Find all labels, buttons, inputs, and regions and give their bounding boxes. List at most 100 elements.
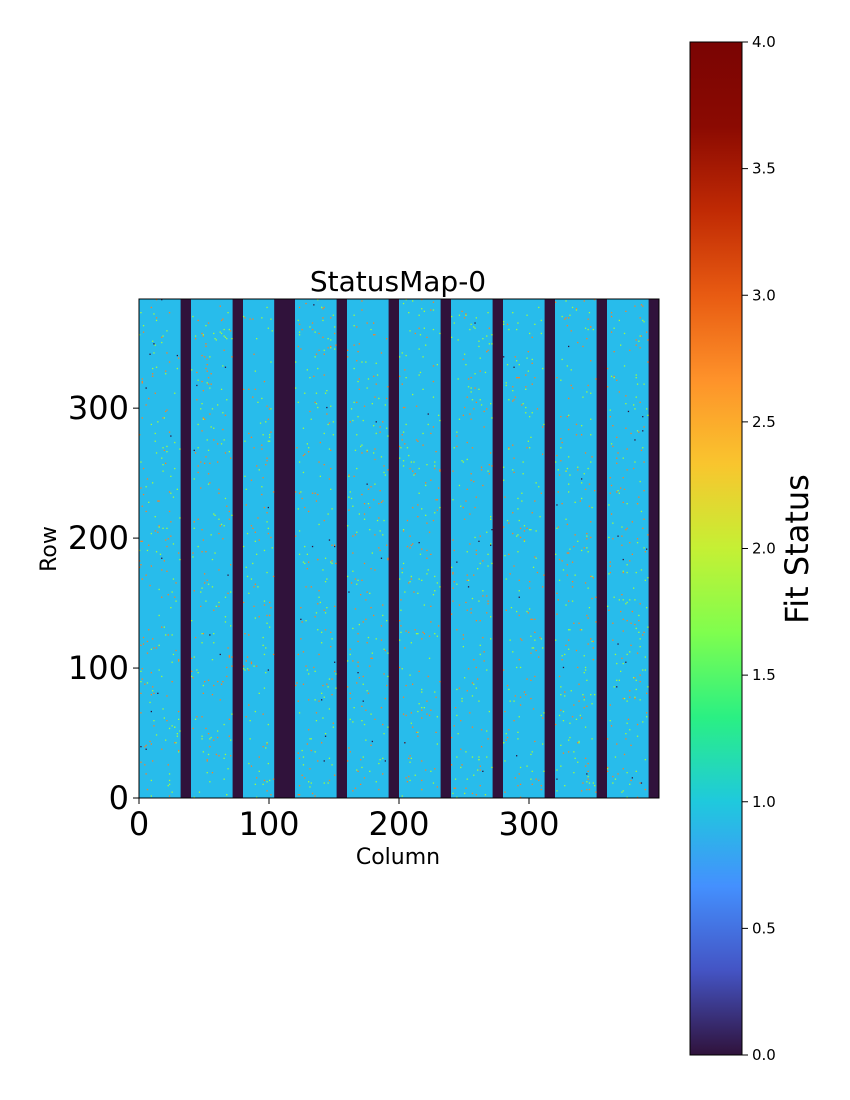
- status-cell: [370, 568, 372, 570]
- status-cell: [436, 509, 438, 511]
- status-cell: [583, 655, 585, 657]
- status-cell: [529, 447, 531, 449]
- status-cell: [178, 751, 180, 753]
- status-cell: [202, 418, 204, 420]
- status-cell: [258, 616, 260, 618]
- status-cell: [519, 527, 522, 529]
- status-cell: [150, 743, 152, 745]
- status-cell: [215, 605, 217, 607]
- status-cell: [194, 452, 197, 454]
- status-cell: [626, 653, 628, 656]
- status-cell: [634, 305, 636, 307]
- status-cell: [254, 710, 256, 713]
- status-cell: [347, 760, 349, 762]
- status-cell: [509, 700, 511, 702]
- status-cell: [155, 452, 158, 454]
- status-cell: [518, 590, 520, 592]
- status-cell: [579, 714, 581, 717]
- status-cell: [609, 704, 611, 706]
- status-cell: [633, 404, 635, 406]
- status-cell: [202, 633, 204, 635]
- status-cell: [514, 356, 516, 358]
- status-cell: [140, 312, 142, 314]
- status-cell: [205, 343, 207, 345]
- status-cell: [534, 377, 536, 379]
- status-cell: [487, 470, 489, 472]
- status-cell: [214, 514, 216, 516]
- status-cell: [503, 669, 505, 671]
- status-cell: [505, 739, 507, 741]
- masked-column-6: [492, 299, 503, 798]
- status-cell: [144, 746, 146, 748]
- status-cell: [562, 710, 565, 713]
- status-cell: [402, 713, 405, 715]
- status-cell: [224, 414, 227, 416]
- status-cell: [568, 456, 570, 458]
- status-cell: [270, 536, 272, 539]
- status-cell: [150, 795, 152, 797]
- status-cell: [141, 668, 143, 670]
- status-cell: [406, 781, 409, 783]
- status-cell: [224, 366, 227, 368]
- status-cell: [471, 597, 474, 600]
- status-cell: [479, 399, 481, 401]
- status-cell: [638, 631, 640, 633]
- status-cell: [178, 749, 180, 752]
- status-cell: [568, 428, 570, 431]
- status-cell: [304, 392, 306, 394]
- status-cell: [565, 470, 567, 472]
- status-cell: [141, 417, 143, 419]
- status-cell: [620, 344, 622, 346]
- status-cell: [586, 391, 588, 393]
- status-cell: [331, 562, 333, 565]
- status-cell: [588, 483, 591, 485]
- status-cell: [607, 367, 609, 370]
- status-cell: [168, 312, 171, 314]
- status-cell: [197, 518, 199, 520]
- status-cell: [197, 545, 199, 548]
- status-cell: [166, 409, 168, 411]
- status-cell: [150, 648, 152, 650]
- status-cell: [373, 334, 375, 336]
- status-cell: [616, 686, 618, 688]
- status-cell: [230, 330, 232, 332]
- status-cell: [586, 679, 588, 681]
- status-cell: [439, 470, 441, 472]
- status-cell: [248, 388, 250, 390]
- status-cell: [568, 414, 570, 416]
- status-cell: [367, 378, 370, 380]
- status-cell: [314, 795, 316, 797]
- status-cell: [642, 721, 644, 723]
- status-cell: [514, 396, 516, 398]
- status-cell: [535, 530, 537, 532]
- status-cell: [518, 614, 520, 617]
- status-cell: [417, 516, 419, 518]
- status-cell: [306, 669, 308, 671]
- status-cell: [155, 647, 158, 649]
- status-cell: [418, 492, 420, 494]
- status-cell: [560, 765, 562, 767]
- status-cell: [560, 447, 562, 449]
- status-cell: [323, 464, 325, 466]
- status-cell: [612, 622, 614, 624]
- status-cell: [642, 634, 644, 636]
- status-cell: [561, 315, 563, 318]
- status-cell: [206, 439, 208, 441]
- status-cell: [531, 770, 533, 772]
- status-cell: [503, 742, 505, 744]
- status-cell: [406, 545, 409, 548]
- status-cell: [356, 434, 358, 436]
- status-cell: [517, 497, 519, 500]
- status-cell: [174, 596, 176, 598]
- status-cell: [562, 666, 565, 669]
- status-cell: [230, 457, 232, 459]
- status-cell: [142, 467, 145, 470]
- status-cell: [512, 386, 514, 388]
- status-cell: [623, 697, 626, 700]
- status-cell: [426, 549, 428, 552]
- status-cell: [363, 777, 366, 779]
- status-cell: [622, 558, 624, 561]
- status-cell: [487, 603, 489, 605]
- status-cell: [587, 617, 589, 619]
- status-cell: [514, 777, 516, 779]
